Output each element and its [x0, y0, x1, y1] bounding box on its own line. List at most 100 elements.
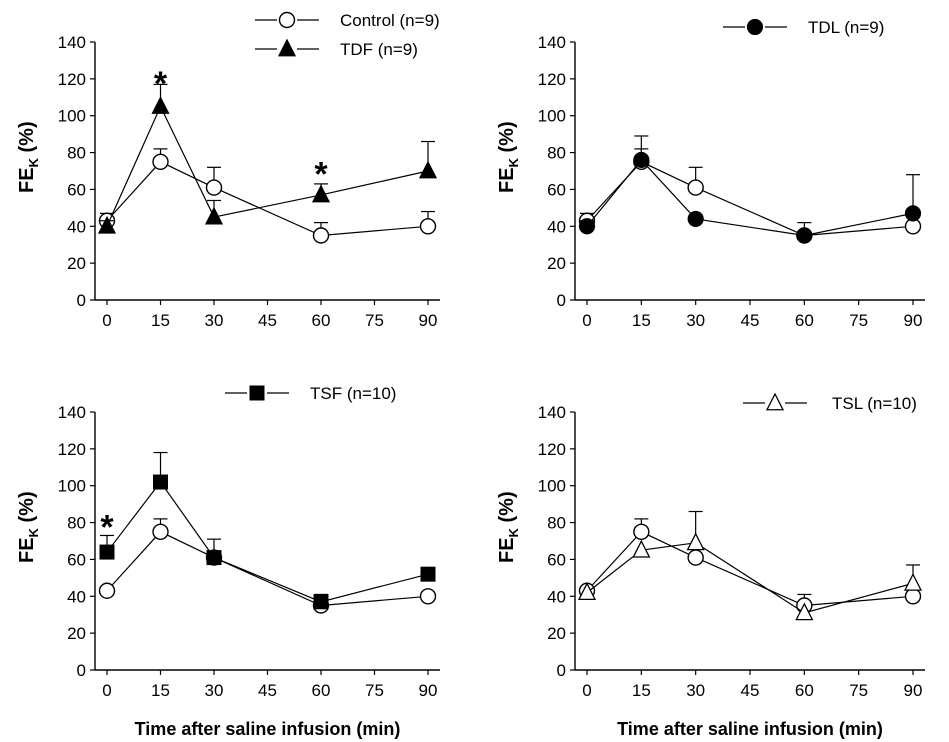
data-point	[204, 206, 224, 225]
y-tick-label: 80	[547, 144, 566, 163]
data-point	[420, 566, 436, 582]
x-tick-label: 30	[205, 681, 224, 700]
x-tick-label: 60	[795, 681, 814, 700]
data-point	[97, 215, 117, 234]
legend-entry-tdf: TDF (n=9)	[255, 38, 418, 59]
series-tsl	[577, 510, 923, 621]
x-tick-label: 60	[312, 681, 331, 700]
y-tick-label: 140	[538, 403, 566, 422]
y-tick-label: 80	[547, 514, 566, 533]
x-tick-label: 15	[632, 311, 651, 330]
x-tick-label: 30	[686, 311, 705, 330]
y-tick-label: 0	[557, 291, 566, 310]
legend-entry-control: Control (n=9)	[255, 11, 440, 30]
y-tick-label: 120	[58, 70, 86, 89]
x-tick-label: 15	[151, 681, 170, 700]
legend-marker	[746, 18, 764, 36]
x-tick-label: 60	[795, 311, 814, 330]
data-point	[904, 205, 922, 222]
x-axis-label: Time after saline infusion (min)	[135, 719, 401, 739]
y-tick-label: 80	[67, 514, 86, 533]
panel-top-right: 0 20 40 60 80 100 120 140 0 15 30 45 60 75 90 FEK (%) TD…	[496, 18, 925, 330]
series-control	[98, 148, 437, 244]
y-tick-label: 20	[547, 254, 566, 273]
x-axis-label: Time after saline infusion (min)	[617, 719, 883, 739]
data-point	[311, 184, 331, 203]
significance-star: *	[314, 155, 328, 193]
y-tick-label: 60	[67, 550, 86, 569]
y-tick-label: 0	[557, 661, 566, 680]
legend-marker	[765, 392, 785, 411]
y-axis-label: FEK (%)	[496, 491, 521, 563]
series-control	[98, 518, 437, 614]
data-point	[153, 474, 168, 490]
y-tick-label: 100	[538, 107, 566, 126]
x-tick-label: 30	[686, 681, 705, 700]
data-point	[686, 532, 705, 551]
panel-bottom-left: 0 20 40 60 80 100 120 140 0 15 30 45 60 75 90 FEK (%) Ti…	[16, 384, 440, 739]
x-tick-label: 75	[365, 681, 384, 700]
x-tick-label: 90	[904, 681, 923, 700]
series-line	[586, 531, 914, 607]
series-tdl	[578, 135, 922, 244]
series-line	[106, 481, 429, 603]
legend-label: TSL (n=10)	[832, 394, 917, 413]
x-tick-label: 90	[904, 311, 923, 330]
panel-top-left: 0 20 40 60 80 100 120 140 0 15 30 45 60 75 90 FEK (%) * *…	[16, 11, 440, 330]
y-tick-label: 80	[67, 144, 86, 163]
y-tick-label: 120	[538, 440, 566, 459]
significance-star: *	[154, 65, 168, 103]
y-tick-label: 20	[547, 624, 566, 643]
y-tick-label: 60	[547, 550, 566, 569]
data-point	[795, 602, 814, 621]
x-tick-label: 0	[102, 681, 111, 700]
y-tick-label: 40	[547, 587, 566, 606]
y-axis-label: FEK (%)	[496, 121, 521, 193]
y-tick-label: 0	[77, 291, 86, 310]
x-tick-label: 90	[419, 311, 438, 330]
series-tsf	[99, 451, 436, 610]
data-point	[98, 582, 116, 599]
x-tick-label: 90	[419, 681, 438, 700]
y-axis-label: FEK (%)	[16, 491, 41, 563]
legend-entry-tsf: TSF (n=10)	[225, 384, 396, 403]
data-point	[687, 210, 704, 228]
data-point	[152, 153, 169, 170]
data-point	[313, 594, 329, 610]
data-point	[632, 539, 651, 558]
legend-entry-tsl: TSL (n=10)	[743, 392, 917, 413]
x-tick-label: 15	[151, 311, 170, 330]
data-point	[206, 550, 222, 566]
significance-star: *	[100, 509, 114, 547]
data-point	[633, 523, 650, 540]
data-point	[419, 218, 437, 235]
x-tick-label: 75	[849, 311, 868, 330]
x-tick-label: 60	[312, 311, 331, 330]
x-tick-label: 75	[365, 311, 384, 330]
y-tick-label: 100	[538, 477, 566, 496]
y-tick-label: 20	[67, 624, 86, 643]
x-tick-label: 45	[741, 311, 760, 330]
data-point	[687, 549, 704, 566]
data-point	[796, 227, 813, 244]
data-point	[904, 588, 922, 605]
legend-marker	[278, 11, 296, 29]
y-tick-label: 140	[58, 403, 86, 422]
x-tick-label: 0	[102, 311, 111, 330]
x-tick-label: 45	[258, 311, 277, 330]
series-line	[586, 161, 914, 237]
legend-entry-tdl: TDL (n=9)	[723, 18, 884, 37]
y-tick-label: 100	[58, 107, 86, 126]
y-tick-label: 40	[547, 217, 566, 236]
series-tdf	[97, 83, 438, 234]
y-tick-label: 120	[58, 440, 86, 459]
x-tick-label: 45	[258, 681, 277, 700]
y-tick-label: 100	[58, 477, 86, 496]
y-tick-label: 40	[67, 217, 86, 236]
y-tick-label: 140	[538, 33, 566, 52]
data-point	[903, 572, 923, 591]
y-tick-label: 60	[547, 180, 566, 199]
data-point	[151, 96, 170, 114]
data-point	[418, 160, 438, 179]
